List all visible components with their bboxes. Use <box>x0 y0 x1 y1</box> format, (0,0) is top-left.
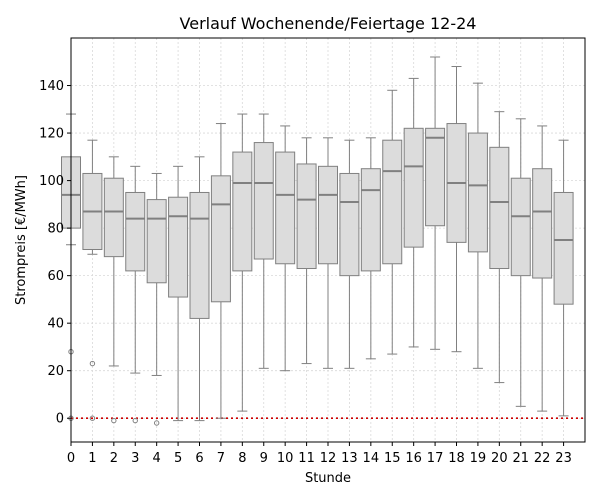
x-tick-label: 20 <box>491 451 508 466</box>
x-tick-label: 18 <box>448 451 465 466</box>
x-axis-label: Stunde <box>305 471 351 486</box>
box-iqr <box>532 168 553 279</box>
outlier-point <box>132 417 138 424</box>
x-tick-label: 2 <box>110 451 118 466</box>
y-tick-label: 120 <box>39 127 64 142</box>
x-tick-label: 9 <box>260 451 268 466</box>
y-tick-label: 100 <box>39 174 64 189</box>
box-group <box>168 165 189 422</box>
box-iqr <box>296 163 317 270</box>
y-axis-label: Strompreis [€/MWh] <box>14 175 29 305</box>
box-group <box>125 165 146 424</box>
box-iqr <box>103 177 124 258</box>
y-tick-label: 140 <box>39 79 64 94</box>
box-group <box>146 172 167 426</box>
x-tick-label: 4 <box>153 451 161 466</box>
x-tick-label: 1 <box>88 451 96 466</box>
x-tick-label: 22 <box>534 451 551 466</box>
x-tick-label: 19 <box>470 451 487 466</box>
x-tick-label: 11 <box>298 451 315 466</box>
x-tick-label: 15 <box>384 451 401 466</box>
x-tick-label: 10 <box>277 451 294 466</box>
box-iqr <box>382 139 403 265</box>
box-group <box>532 125 553 412</box>
box-group <box>232 113 253 412</box>
box-group <box>103 156 124 424</box>
x-tick-label: 13 <box>341 451 358 466</box>
box-iqr <box>318 165 338 265</box>
y-tick-label: 60 <box>47 269 64 284</box>
box-iqr <box>125 191 146 272</box>
outlier-point <box>89 415 96 421</box>
x-tick-label: 16 <box>405 451 422 466</box>
x-tick-label: 8 <box>238 451 246 466</box>
box-group <box>253 113 274 369</box>
box-iqr <box>360 168 381 272</box>
x-tick-label: 12 <box>320 451 337 466</box>
y-tick-label: 20 <box>47 364 64 379</box>
x-tick-label: 3 <box>131 451 139 466</box>
x-tick-label: 23 <box>555 451 572 466</box>
box-group <box>296 137 317 365</box>
box-iqr <box>275 151 296 265</box>
box-iqr <box>553 191 574 305</box>
x-axis: 0 1 2 3 4 5 6 7 8 9 10 11 12 13 14 15 16 17 18 19 20 21 22 23 <box>67 442 572 466</box>
box-iqr <box>489 146 510 270</box>
x-tick-label: 17 <box>427 451 444 466</box>
boxes-layer <box>61 56 574 426</box>
x-tick-label: 7 <box>217 451 225 466</box>
y-axis: 0 20 40 60 80 100 120 140 <box>39 79 71 427</box>
x-tick-label: 21 <box>512 451 529 466</box>
box-group <box>382 89 403 355</box>
outlier-point <box>89 360 96 367</box>
box-iqr <box>403 127 424 248</box>
box-group <box>425 56 446 350</box>
box-iqr <box>210 175 231 303</box>
box-group <box>318 137 338 369</box>
box-iqr <box>168 196 189 298</box>
box-group <box>403 77 424 348</box>
box-group <box>339 139 360 369</box>
box-iqr <box>189 191 210 319</box>
box-iqr <box>339 172 360 277</box>
box-iqr <box>467 132 488 253</box>
x-tick-label: 6 <box>195 451 203 466</box>
box-group <box>275 125 296 372</box>
box-iqr <box>510 177 531 277</box>
box-iqr <box>253 142 274 260</box>
x-tick-label: 14 <box>363 451 380 466</box>
y-tick-label: 40 <box>47 317 64 332</box>
y-tick-label: 80 <box>47 222 64 237</box>
outlier-point <box>111 417 117 424</box>
box-group <box>82 139 103 421</box>
box-group <box>446 66 467 353</box>
box-group <box>510 118 531 407</box>
chart-title: Verlauf Wochenende/Feiertage 12-24 <box>180 14 477 33</box>
y-tick-label: 0 <box>56 412 64 427</box>
box-group <box>467 82 488 369</box>
box-group <box>360 137 381 360</box>
box-group <box>489 111 510 384</box>
box-group <box>553 139 574 417</box>
x-tick-label: 0 <box>67 451 75 466</box>
x-tick-label: 5 <box>174 451 182 466</box>
box-iqr <box>146 199 167 284</box>
box-iqr <box>425 127 446 227</box>
box-group <box>210 123 231 419</box>
box-iqr <box>232 151 253 272</box>
outlier-point <box>153 420 160 426</box>
box-group <box>189 156 210 422</box>
